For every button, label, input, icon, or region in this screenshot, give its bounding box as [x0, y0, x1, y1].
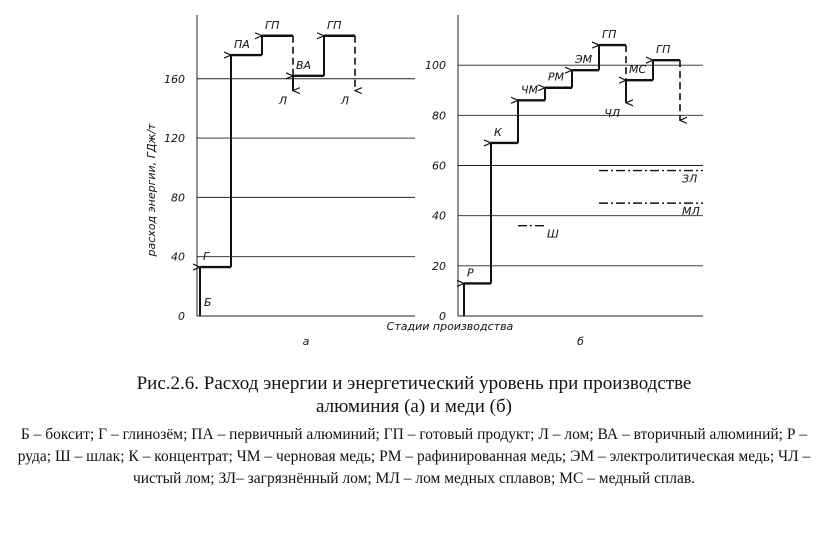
- y-tick-label: 40: [432, 210, 446, 223]
- step-label: ВА: [296, 59, 311, 72]
- y-tick-label: 80: [432, 109, 446, 122]
- y-tick-label: 40: [171, 251, 185, 264]
- panel-letter: б: [577, 335, 584, 348]
- y-tick-label: 160: [164, 73, 185, 86]
- step-label: Л: [340, 95, 349, 108]
- y-tick-label: 0: [178, 310, 185, 323]
- y-axis-label: расход энергии, ГДж/т: [145, 123, 158, 258]
- scrap-label: Ш: [547, 228, 559, 241]
- step-label: Б: [204, 296, 212, 309]
- y-tick-label: 100: [425, 59, 446, 72]
- step-label: ЭМ: [574, 53, 593, 66]
- panel-letter: а: [303, 335, 310, 348]
- chart: расход энергии, ГДж/т Стадии производств…: [145, 15, 703, 348]
- y-tick-label: 80: [171, 191, 185, 204]
- step-label: ГП: [265, 19, 279, 32]
- scrap-label: МЛ: [682, 205, 700, 218]
- x-axis-label: Стадии производства: [387, 320, 514, 333]
- step-label: МС: [629, 63, 646, 76]
- step-label: ГП: [602, 28, 616, 41]
- scrap-label: ЗЛ: [682, 173, 697, 186]
- step-label: ЧМ: [521, 83, 539, 96]
- step-label: К: [494, 126, 503, 139]
- step-label: ГП: [656, 43, 670, 56]
- step-label: РМ: [548, 71, 565, 84]
- step-label: Л: [278, 95, 287, 108]
- step-label: ПА: [234, 38, 250, 51]
- step-label: Р: [467, 266, 474, 279]
- caption-title: Рис.2.6. Расход энергии и энергетический…: [136, 373, 692, 417]
- step-label: Г: [203, 250, 210, 263]
- step-label: ГП: [327, 19, 341, 32]
- y-tick-label: 0: [439, 310, 446, 323]
- y-tick-label: 120: [164, 132, 185, 145]
- y-tick-label: 60: [432, 160, 446, 173]
- step-label: ЧЛ: [604, 107, 620, 120]
- y-tick-label: 20: [432, 260, 446, 273]
- caption-legend: Б – боксит; Г – глинозём; ПА – первичный…: [17, 426, 811, 487]
